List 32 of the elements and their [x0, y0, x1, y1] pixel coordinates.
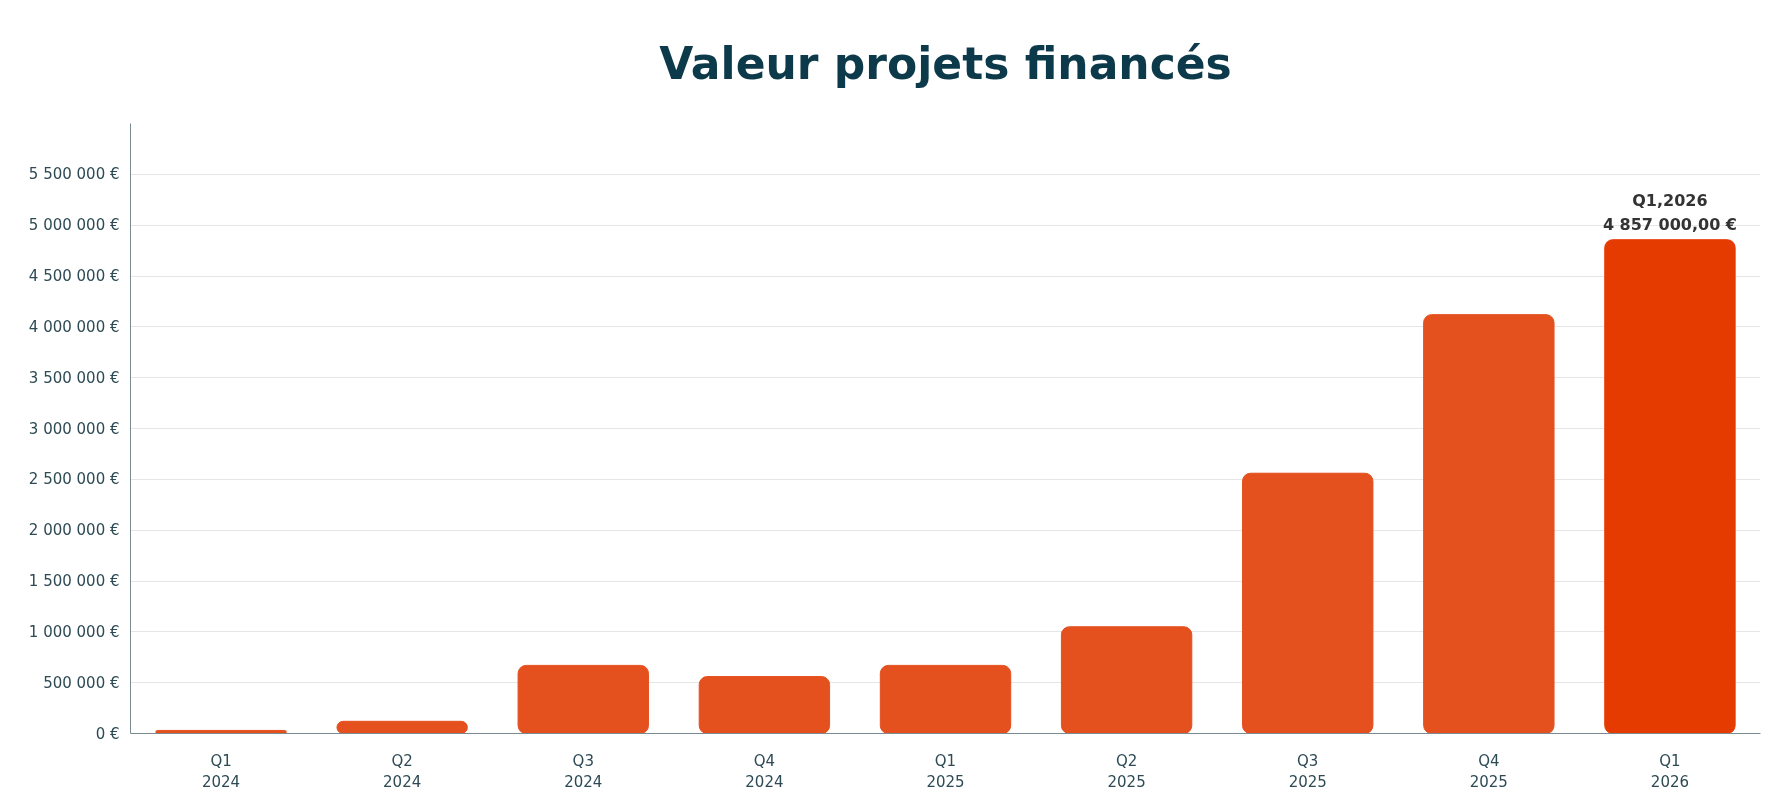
y-tick-label: 500 000 €: [43, 673, 120, 692]
data-label: 4 857 000,00 €: [1602, 214, 1738, 234]
x-tick-label: Q4 2025: [1469, 751, 1508, 792]
x-tick-label: Q1 2026: [1650, 751, 1690, 792]
x-tick-label: Q2 2025: [1107, 751, 1146, 792]
y-tick-label: 0 €: [95, 724, 120, 743]
x-tick-label: Q1 2024: [201, 751, 241, 792]
annotation: Q1,2026: [1632, 190, 1708, 210]
bar: [1060, 626, 1193, 734]
y-tick-label: 5 000 000 €: [28, 216, 120, 235]
bar: [517, 664, 649, 734]
x-tick-label: Q2 2024: [383, 751, 422, 792]
bar: [1242, 472, 1374, 734]
bar: [1423, 314, 1555, 734]
bar: [698, 676, 831, 734]
y-tick-label: 5 500 000 €: [28, 165, 120, 184]
y-tick-label: 3 500 000 €: [28, 368, 120, 387]
y-tick-label: 2 500 000 €: [28, 470, 120, 489]
x-tick-label: Q4 2024: [745, 751, 784, 792]
x-tick-label: Q1 2025: [926, 751, 965, 792]
y-tick-label: 1 500 000 €: [28, 572, 120, 590]
bar: [336, 720, 468, 734]
chart-title: Valeur projets financés: [659, 37, 1232, 89]
y-tick-label: 1 000 000 €: [28, 622, 120, 641]
y-tick-label: 3 000 000 €: [28, 419, 120, 438]
y-tick-label: 4 500 000 €: [28, 267, 120, 285]
x-tick-label: Q3 2024: [564, 751, 603, 792]
bar: [1604, 239, 1736, 734]
y-tick-label: 2 000 000 €: [28, 521, 120, 540]
x-tick-label: Q3 2025: [1288, 751, 1327, 792]
bar: [879, 664, 1012, 734]
y-tick-label: 4 000 000 €: [28, 317, 120, 336]
